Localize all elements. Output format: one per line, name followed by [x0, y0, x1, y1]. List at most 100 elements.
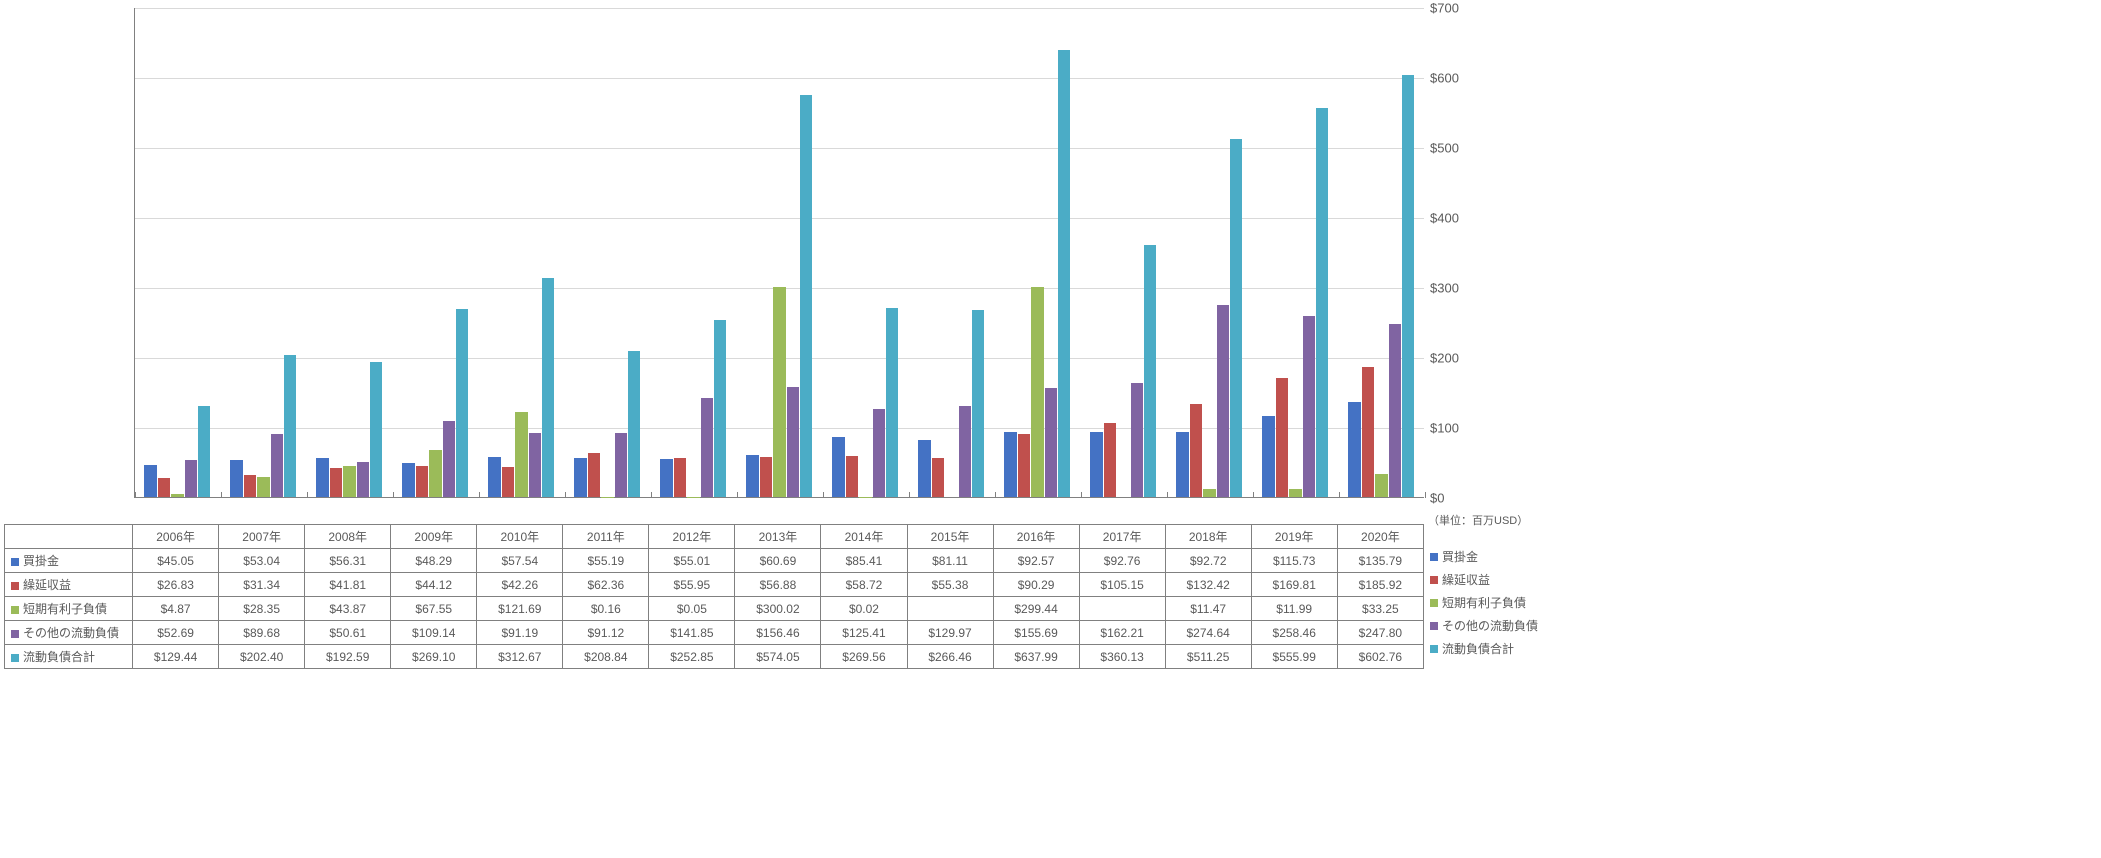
bar-total	[1402, 75, 1414, 497]
bar-other	[959, 406, 971, 497]
table-cell: $44.12	[391, 573, 477, 597]
table-cell	[907, 597, 993, 621]
bar-stdebt	[859, 497, 871, 498]
bar-deferred	[1190, 404, 1202, 497]
table-cell: $58.72	[821, 573, 907, 597]
bar-other	[1389, 324, 1401, 497]
table-cell: $11.99	[1251, 597, 1337, 621]
bar-ap	[1090, 432, 1102, 497]
bar-stdebt	[343, 466, 355, 497]
table-cell: $109.14	[391, 621, 477, 645]
series-label: 短期有利子負債	[23, 602, 107, 616]
bar-ap	[316, 458, 328, 497]
bar-ap	[1262, 416, 1274, 497]
series-label: 繰延収益	[23, 578, 71, 592]
legend-swatch	[1430, 576, 1438, 584]
table-col-header: 2015年	[907, 525, 993, 549]
bar-total	[542, 278, 554, 497]
legend-swatch	[1430, 553, 1438, 561]
bar-total	[456, 309, 468, 497]
table-cell: $274.64	[1165, 621, 1251, 645]
table-cell: $252.85	[649, 645, 735, 669]
table-cell: $162.21	[1079, 621, 1165, 645]
bar-total	[1144, 245, 1156, 497]
bar-other	[787, 387, 799, 497]
plot-area	[134, 8, 1424, 498]
table-cell: $300.02	[735, 597, 821, 621]
table-cell: $299.44	[993, 597, 1079, 621]
table-cell: $602.76	[1337, 645, 1423, 669]
table-col-header: 2016年	[993, 525, 1079, 549]
table-cell: $33.25	[1337, 597, 1423, 621]
table-cell: $269.10	[391, 645, 477, 669]
bar-deferred	[1104, 423, 1116, 497]
table-cell: $55.38	[907, 573, 993, 597]
bar-other	[185, 460, 197, 497]
table-cell: $132.42	[1165, 573, 1251, 597]
bar-total	[886, 308, 898, 497]
bar-stdebt	[1375, 474, 1387, 497]
table-cell: $0.02	[821, 597, 907, 621]
table-col-header: 2014年	[821, 525, 907, 549]
legend-swatch	[1430, 645, 1438, 653]
legend-swatch	[11, 582, 19, 590]
bar-ap	[1176, 432, 1188, 497]
series-label: 買掛金	[23, 554, 59, 568]
legend-item-deferred: 繰延収益	[1430, 571, 1490, 588]
table-cell: $156.46	[735, 621, 821, 645]
table-row-label: 買掛金	[5, 549, 133, 573]
table-cell: $129.97	[907, 621, 993, 645]
bar-ap	[1348, 402, 1360, 497]
ytick-label: $600	[1430, 71, 1480, 86]
series-label: その他の流動負債	[23, 626, 119, 640]
legend-label: その他の流動負債	[1442, 617, 1538, 634]
table-cell: $247.80	[1337, 621, 1423, 645]
legend-label: 短期有利子負債	[1442, 594, 1526, 611]
bar-ap	[144, 465, 156, 497]
legend-swatch	[11, 558, 19, 566]
table-cell: $0.16	[563, 597, 649, 621]
table-col-header: 2013年	[735, 525, 821, 549]
table-cell: $62.36	[563, 573, 649, 597]
bar-stdebt	[1203, 489, 1215, 497]
bar-stdebt	[1289, 489, 1301, 497]
table-row-label: 流動負債合計	[5, 645, 133, 669]
table-header-row: 2006年2007年2008年2009年2010年2011年2012年2013年…	[5, 525, 1424, 549]
table-cell: $169.81	[1251, 573, 1337, 597]
table-col-header: 2008年	[305, 525, 391, 549]
bar-stdebt	[257, 477, 269, 497]
table-row: 買掛金$45.05$53.04$56.31$48.29$57.54$55.19$…	[5, 549, 1424, 573]
table-cell: $637.99	[993, 645, 1079, 669]
legend-label: 流動負債合計	[1442, 640, 1514, 657]
table-cell: $0.05	[649, 597, 735, 621]
bar-other	[701, 398, 713, 497]
table-cell: $92.72	[1165, 549, 1251, 573]
legend-item-stdebt: 短期有利子負債	[1430, 594, 1526, 611]
table-col-header: 2011年	[563, 525, 649, 549]
table-cell: $312.67	[477, 645, 563, 669]
bar-deferred	[760, 457, 772, 497]
bar-total	[628, 351, 640, 497]
bar-deferred	[1276, 378, 1288, 497]
bar-deferred	[330, 468, 342, 497]
table-col-header: 2007年	[219, 525, 305, 549]
table-cell: $555.99	[1251, 645, 1337, 669]
bar-total	[714, 320, 726, 497]
table-cell: $81.11	[907, 549, 993, 573]
bar-deferred	[846, 456, 858, 497]
legend-label: 買掛金	[1442, 548, 1478, 565]
table-cell: $60.69	[735, 549, 821, 573]
ytick-label: $100	[1430, 421, 1480, 436]
table-cell: $67.55	[391, 597, 477, 621]
chart-container: $0$100$200$300$400$500$600$700 （単位：百万USD…	[4, 4, 2097, 524]
bar-ap	[918, 440, 930, 497]
data-table: 2006年2007年2008年2009年2010年2011年2012年2013年…	[4, 524, 1424, 669]
bar-other	[615, 433, 627, 497]
legend-swatch	[11, 606, 19, 614]
bar-other	[357, 462, 369, 497]
table-cell: $135.79	[1337, 549, 1423, 573]
bar-deferred	[588, 453, 600, 497]
bar-deferred	[416, 466, 428, 497]
table-cell: $89.68	[219, 621, 305, 645]
bar-other	[529, 433, 541, 497]
